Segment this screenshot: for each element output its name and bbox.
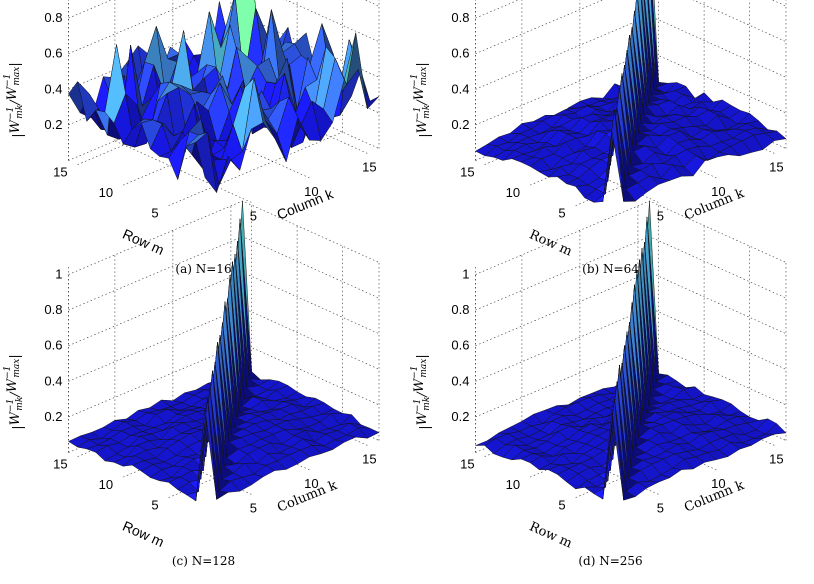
x-tick-label: 10: [711, 476, 725, 491]
y-axis-label: Row m: [120, 226, 166, 258]
z-axis-label: |W−1mk/W−1max|: [410, 354, 433, 429]
z-axis-label: |W−1mk/W−1max|: [410, 62, 433, 137]
grid-line: [68, 0, 380, 54]
grid-line: [475, 0, 787, 54]
y-tick-label: 15: [53, 165, 67, 180]
z-tick-label: 0.6: [44, 46, 62, 61]
surface-patch: [195, 398, 217, 502]
surface: [475, 200, 787, 501]
surface-patch: [692, 92, 714, 103]
y-tick-label: 10: [99, 477, 113, 492]
grid-line: [475, 0, 787, 19]
grid-line: [114, 140, 252, 203]
y-tick-label: 5: [151, 206, 158, 221]
x-tick-label: 15: [769, 159, 783, 174]
z-tick-label: 0.2: [44, 409, 62, 424]
y-tick-label: 5: [558, 498, 565, 513]
y-axis-label: Row m: [120, 518, 166, 550]
x-tick-label: 15: [769, 451, 783, 466]
z-tick-label: 0.4: [451, 81, 469, 96]
y-tick-label: 5: [558, 206, 565, 221]
caption-b: (b) N=64: [582, 262, 639, 276]
caption-c: (c) N=128: [171, 554, 236, 568]
z-axis-label: |W−1mk/W−1max|: [3, 354, 26, 429]
z-tick-label: 0.4: [451, 373, 469, 388]
caption-a: (a) N=16: [175, 262, 232, 276]
z-tick-label: 0.2: [44, 117, 62, 132]
x-tick-label: 5: [657, 500, 664, 515]
z-tick-label: 0.2: [451, 409, 469, 424]
surface: [475, 0, 787, 203]
y-tick-label: 10: [506, 477, 520, 492]
z-tick-label: 0.6: [451, 338, 469, 353]
caption-d: (d) N=256: [578, 554, 643, 568]
z-tick-label: 0.8: [451, 10, 469, 25]
x-tick-label: 15: [362, 159, 376, 174]
x-tick-label: 15: [362, 451, 376, 466]
surface-patch: [602, 109, 624, 202]
y-tick-label: 10: [506, 185, 520, 200]
z-tick-label: 0.4: [44, 81, 62, 96]
x-tick-label: 5: [657, 208, 664, 223]
z-tick-label: 1: [462, 267, 469, 282]
y-tick-label: 10: [99, 185, 113, 200]
y-tick-label: 15: [460, 457, 474, 472]
surface-patch: [195, 132, 217, 193]
grid-line: [68, 0, 380, 19]
x-tick-label: 5: [250, 500, 257, 515]
x-tick-label: 10: [304, 184, 318, 199]
panel-d: 0.2 0.4 0.6 0.8 1 5 10 15 5 10 15 Row m Column k |W−1…: [407, 200, 814, 584]
grid-line: [168, 131, 343, 206]
y-axis-label: Row m: [527, 519, 574, 551]
y-axis-label: Row m: [527, 227, 574, 259]
x-tick-label: 5: [250, 208, 257, 223]
z-tick-label: 0.8: [44, 10, 62, 25]
y-tick-label: 15: [53, 457, 67, 472]
z-tick-label: 0.6: [44, 338, 62, 353]
z-tick-label: 0.8: [44, 302, 62, 317]
z-tick-label: 0.4: [44, 373, 62, 388]
y-tick-label: 15: [460, 165, 474, 180]
z-axis-label: |W−1mk/W−1max|: [3, 62, 26, 137]
surface-patch: [602, 398, 624, 501]
z-tick-label: 1: [55, 267, 62, 282]
surface: [68, 0, 380, 193]
surface: [68, 200, 380, 502]
panel-c: 0.2 0.4 0.6 0.8 1 5 10 15 5 10 15 Row m Column k |W−1…: [0, 200, 407, 584]
y-tick-label: 5: [151, 498, 158, 513]
x-tick-label: 10: [304, 476, 318, 491]
z-tick-label: 0.2: [451, 117, 469, 132]
x-tick-label: 10: [711, 184, 725, 199]
z-tick-label: 0.8: [451, 302, 469, 317]
z-tick-label: 0.6: [451, 46, 469, 61]
